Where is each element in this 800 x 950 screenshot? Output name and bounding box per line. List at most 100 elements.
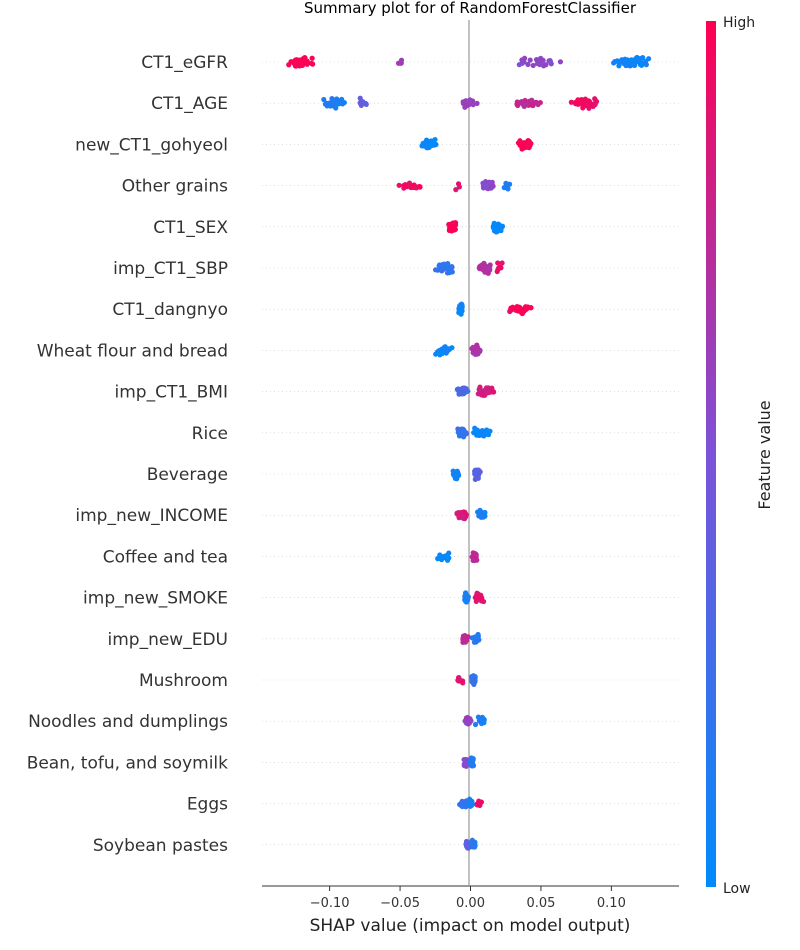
- shap-point: [534, 100, 540, 106]
- shap-point: [523, 304, 529, 310]
- shap-point: [449, 269, 455, 275]
- shap-point: [402, 183, 408, 189]
- feature-label: imp_new_INCOME: [75, 506, 228, 526]
- shap-point: [483, 182, 489, 188]
- chart-title: Summary plot for of RandomForestClassifi…: [304, 0, 637, 17]
- shap-point: [463, 715, 469, 721]
- shap-point: [507, 308, 513, 315]
- shap-point: [406, 180, 413, 186]
- feature-label: Eggs: [187, 795, 228, 815]
- shap-point: [398, 60, 404, 66]
- shap-point: [492, 227, 498, 233]
- shap-point: [519, 142, 525, 148]
- shap-point: [363, 101, 369, 107]
- shap-point: [518, 306, 524, 312]
- shap-point: [494, 268, 500, 275]
- x-axis-ticks: −0.10 −0.05 0.00 0.05 0.10: [310, 886, 626, 911]
- feature-label: Soybean pastes: [93, 836, 228, 856]
- feature-label: Other grains: [122, 177, 228, 197]
- feature-label: CT1_SEX: [153, 218, 228, 238]
- shap-point: [432, 267, 439, 273]
- shap-point: [446, 222, 452, 228]
- shap-point: [460, 513, 466, 519]
- x-tick-label: −0.05: [380, 896, 420, 911]
- shap-point: [497, 224, 503, 230]
- shap-point: [416, 183, 423, 190]
- shap-point: [463, 102, 469, 109]
- feature-label: Coffee and tea: [103, 547, 228, 567]
- shap-point: [643, 58, 649, 64]
- shap-point: [433, 351, 439, 357]
- shap-point: [302, 55, 308, 61]
- shap-point: [490, 183, 496, 189]
- x-tick-label: −0.10: [310, 896, 350, 911]
- shap-point: [523, 101, 529, 107]
- shap-point: [310, 61, 316, 67]
- shap-point: [460, 99, 466, 105]
- shap-point: [575, 97, 581, 103]
- shap-point: [530, 62, 536, 69]
- shap-point: [334, 99, 340, 106]
- feature-label: Beverage: [147, 465, 228, 485]
- shap-point: [505, 186, 511, 192]
- shap-point: [439, 350, 446, 356]
- shap-point: [474, 468, 480, 474]
- shap-point: [476, 798, 482, 804]
- feature-label: imp_CT1_SBP: [113, 259, 228, 279]
- shap-point: [460, 799, 466, 805]
- shap-point: [324, 103, 330, 109]
- feature-label: Wheat flour and bread: [37, 341, 228, 361]
- shap-point: [499, 260, 505, 266]
- shap-point: [611, 60, 617, 66]
- shap-point: [479, 595, 485, 601]
- shap-point: [453, 187, 459, 193]
- shap-point: [480, 262, 487, 268]
- feature-label: CT1_eGFR: [141, 53, 228, 73]
- shap-point: [470, 550, 476, 556]
- shap-point: [458, 311, 464, 317]
- shap-point: [475, 595, 481, 601]
- feature-label: imp_new_EDU: [108, 630, 229, 650]
- colorbar-low-label: Low: [723, 881, 751, 897]
- shap-point: [527, 57, 533, 63]
- shap-point: [309, 55, 315, 61]
- shap-point: [631, 60, 637, 66]
- shap-point: [489, 385, 495, 391]
- shap-point: [495, 260, 501, 266]
- shap-point: [321, 96, 327, 103]
- x-tick-label: 0.00: [456, 896, 485, 911]
- shap-point: [459, 304, 465, 310]
- shap-point: [529, 97, 535, 103]
- shap-point: [484, 430, 490, 436]
- shap-point: [478, 717, 485, 723]
- row-gridlines: [262, 61, 679, 846]
- shap-point: [444, 346, 450, 352]
- shap-point: [304, 59, 310, 65]
- shap-point: [514, 101, 520, 107]
- shap-point: [479, 432, 485, 438]
- shap-point: [467, 803, 473, 809]
- shap-point: [510, 304, 516, 310]
- shap-point: [438, 264, 444, 270]
- shap-point: [592, 101, 598, 107]
- shap-point: [470, 557, 476, 563]
- feature-label: Noodles and dumplings: [28, 712, 228, 732]
- shap-point: [468, 842, 474, 848]
- shap-point: [456, 184, 462, 190]
- shap-point: [473, 637, 479, 643]
- shap-point: [627, 60, 633, 66]
- shap-point: [547, 59, 554, 65]
- shap-points: [286, 54, 652, 851]
- shap-point: [286, 62, 292, 68]
- shap-point: [619, 57, 625, 63]
- shap-point: [439, 554, 446, 560]
- shap-point: [472, 721, 479, 728]
- x-axis-label: SHAP value (impact on model output): [310, 916, 631, 936]
- feature-label: CT1_dangnyo: [112, 300, 228, 320]
- shap-point: [396, 182, 402, 188]
- shap-point: [462, 638, 469, 644]
- x-tick-label: 0.05: [526, 896, 555, 911]
- shap-point: [485, 389, 491, 395]
- shap-point: [557, 59, 564, 65]
- shap-point: [294, 60, 300, 66]
